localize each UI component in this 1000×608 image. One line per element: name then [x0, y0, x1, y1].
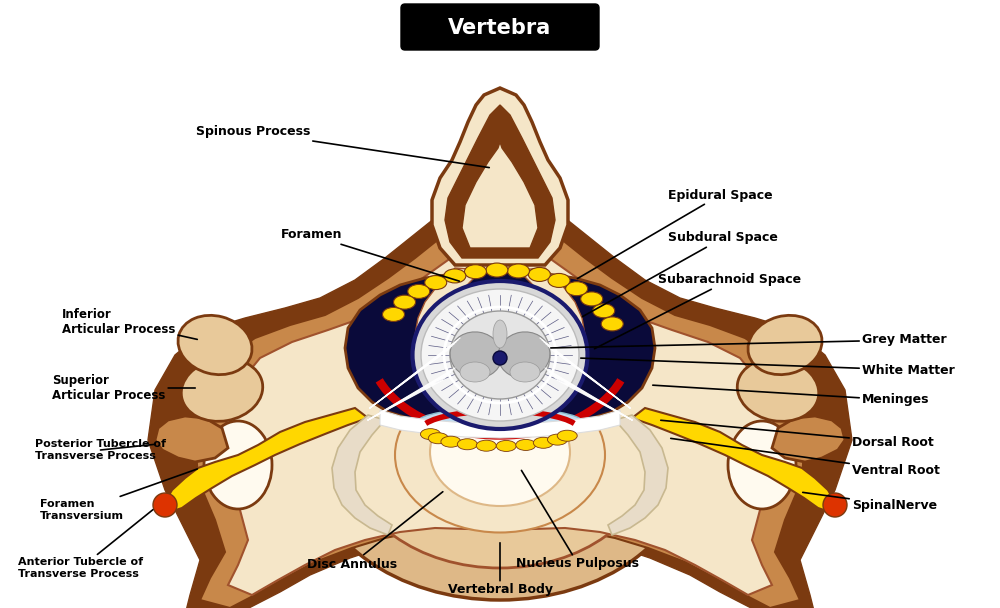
Ellipse shape: [748, 316, 822, 375]
Polygon shape: [225, 220, 775, 595]
Ellipse shape: [528, 268, 550, 282]
Ellipse shape: [728, 421, 796, 509]
Ellipse shape: [408, 285, 430, 299]
Text: Superior
Articular Process: Superior Articular Process: [52, 374, 195, 402]
Polygon shape: [380, 410, 620, 438]
Ellipse shape: [450, 332, 502, 378]
Text: Foramen
Transversium: Foramen Transversium: [40, 469, 197, 521]
Ellipse shape: [420, 429, 440, 440]
Polygon shape: [772, 416, 845, 462]
FancyBboxPatch shape: [401, 4, 599, 50]
Text: Subdural Space: Subdural Space: [582, 232, 778, 317]
Text: Vertebra: Vertebra: [448, 18, 552, 38]
Polygon shape: [155, 416, 228, 462]
Ellipse shape: [476, 440, 496, 451]
Ellipse shape: [548, 434, 568, 445]
Ellipse shape: [557, 430, 577, 441]
Ellipse shape: [464, 264, 486, 278]
Text: Nucleus Pulposus: Nucleus Pulposus: [516, 471, 640, 570]
Circle shape: [823, 493, 847, 517]
Ellipse shape: [425, 275, 447, 289]
Polygon shape: [632, 408, 835, 512]
Text: Disc Annulus: Disc Annulus: [307, 492, 443, 570]
Ellipse shape: [430, 398, 570, 506]
Polygon shape: [332, 415, 392, 535]
Text: Ventral Root: Ventral Root: [671, 438, 940, 477]
Text: Posterior Tubercle of
Transverse Process: Posterior Tubercle of Transverse Process: [35, 439, 166, 461]
Text: Epidural Space: Epidural Space: [577, 188, 773, 278]
Ellipse shape: [548, 274, 570, 288]
Ellipse shape: [421, 289, 579, 421]
Ellipse shape: [581, 292, 603, 306]
Text: Grey Matter: Grey Matter: [551, 334, 947, 348]
Text: Spinous Process: Spinous Process: [196, 125, 489, 168]
Ellipse shape: [428, 433, 448, 444]
Text: Meninges: Meninges: [653, 385, 930, 407]
Polygon shape: [608, 415, 668, 535]
Ellipse shape: [204, 421, 272, 509]
Ellipse shape: [394, 295, 416, 309]
Ellipse shape: [181, 359, 263, 421]
Ellipse shape: [510, 362, 540, 382]
Ellipse shape: [382, 308, 404, 322]
Ellipse shape: [516, 440, 536, 451]
Ellipse shape: [178, 316, 252, 375]
Text: SpinalNerve: SpinalNerve: [803, 492, 937, 511]
Circle shape: [153, 493, 177, 517]
Ellipse shape: [444, 269, 466, 283]
Ellipse shape: [737, 359, 819, 421]
Ellipse shape: [441, 436, 461, 447]
Ellipse shape: [413, 281, 588, 429]
Polygon shape: [518, 268, 585, 413]
Polygon shape: [462, 142, 538, 248]
Text: Dorsal Root: Dorsal Root: [661, 420, 934, 449]
Ellipse shape: [498, 332, 550, 378]
Text: Inferior
Articular Process: Inferior Articular Process: [62, 308, 197, 339]
Ellipse shape: [593, 304, 615, 318]
Ellipse shape: [566, 282, 588, 295]
Ellipse shape: [310, 320, 690, 600]
Ellipse shape: [418, 408, 582, 436]
Polygon shape: [445, 105, 555, 258]
Ellipse shape: [460, 362, 490, 382]
Text: Vertebral Body: Vertebral Body: [448, 543, 552, 596]
Circle shape: [493, 351, 507, 365]
Text: Anterior Tubercle of
Transverse Process: Anterior Tubercle of Transverse Process: [18, 510, 153, 579]
Ellipse shape: [496, 440, 516, 451]
Text: White Matter: White Matter: [581, 358, 955, 376]
Polygon shape: [195, 195, 805, 608]
Ellipse shape: [493, 320, 507, 348]
Polygon shape: [148, 172, 852, 608]
Polygon shape: [415, 268, 482, 413]
Ellipse shape: [486, 263, 508, 277]
Ellipse shape: [395, 378, 605, 533]
Ellipse shape: [457, 439, 477, 450]
Polygon shape: [345, 272, 655, 424]
Text: Subarachnoid Space: Subarachnoid Space: [594, 274, 801, 349]
Ellipse shape: [601, 317, 623, 331]
Text: Foramen: Foramen: [280, 229, 459, 281]
Polygon shape: [432, 88, 568, 265]
Polygon shape: [165, 408, 368, 512]
Ellipse shape: [533, 437, 553, 448]
Ellipse shape: [450, 311, 550, 399]
Ellipse shape: [507, 264, 529, 278]
Ellipse shape: [350, 348, 650, 568]
